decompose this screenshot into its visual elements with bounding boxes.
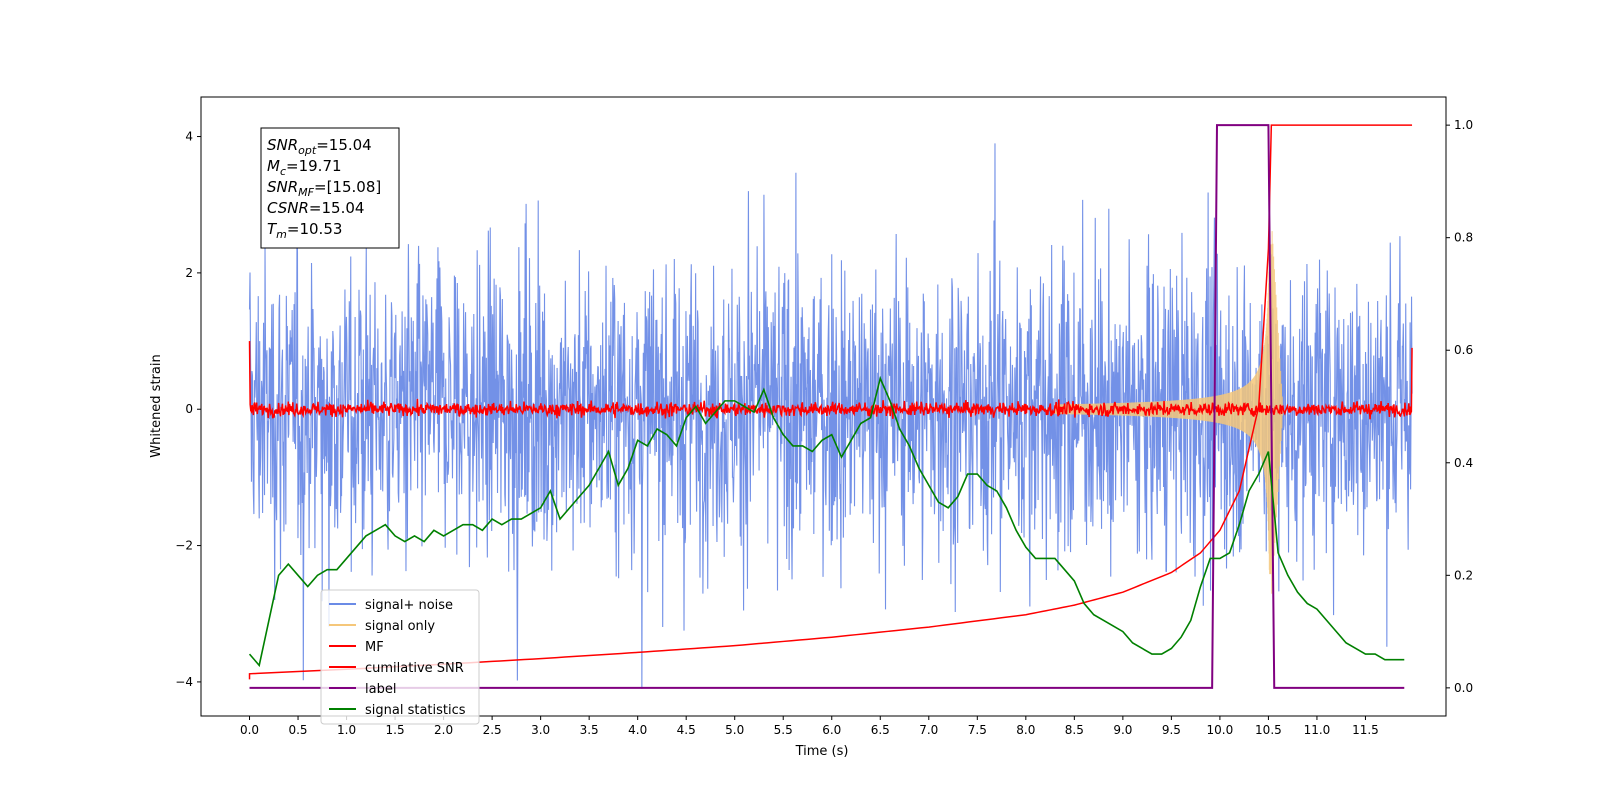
x-tick-label: 4.5: [677, 723, 696, 737]
annotation-line: SNRopt=15.04: [267, 136, 372, 157]
y-tick-label: −4: [175, 675, 193, 689]
x-tick-label: 9.0: [1113, 723, 1132, 737]
x-axis: 0.0 0.5 1.0 1.5 2.0 2.5 3.0 3.5 4.0 4.5 5.0 5.5 6.0 6…: [240, 716, 1379, 737]
legend-label: MF: [365, 640, 384, 655]
y-tick-label: 0: [185, 402, 193, 416]
y-axis-right: 1.0 0.8 0.6 0.4 0.2 0.0: [1446, 118, 1473, 695]
annotation-subscript: m: [276, 228, 287, 241]
annotation-value: =[15.08]: [314, 178, 381, 196]
x-tick-label: 6.0: [822, 723, 841, 737]
legend: signal+ noise signal only MF cumilative SNR…: [320, 589, 480, 725]
x-tick-label: 8.0: [1016, 723, 1035, 737]
annotation-symbol: SNR: [267, 136, 298, 154]
x-tick-label: 1.0: [337, 723, 356, 737]
x-tick-label: 7.0: [919, 723, 938, 737]
annotation-value: =19.71: [286, 157, 342, 175]
annotation-value: =15.04: [309, 199, 365, 217]
annotation-symbol: M: [267, 157, 280, 175]
series-layer: [248, 124, 1413, 689]
y2-tick-label: 0.2: [1454, 568, 1473, 582]
y-axis-label: Whitened strain: [149, 354, 164, 457]
x-tick-label: 2.0: [434, 723, 453, 737]
x-tick-label: 10.5: [1255, 723, 1282, 737]
series-mf: [248, 341, 1413, 420]
x-tick-label: 5.5: [774, 723, 793, 737]
x-tick-label: 7.5: [968, 723, 987, 737]
y-tick-label: 4: [185, 130, 193, 144]
x-tick-label: 10.0: [1207, 723, 1234, 737]
annotation-line: CSNR=15.04: [267, 199, 364, 217]
annotation-symbol: CSNR: [267, 199, 309, 217]
x-tick-label: 8.5: [1065, 723, 1084, 737]
x-axis-label: Time (s): [795, 744, 849, 759]
legend-label: signal only: [365, 619, 435, 634]
y2-tick-label: 1.0: [1454, 118, 1473, 132]
y2-tick-label: 0.6: [1454, 343, 1473, 357]
x-tick-label: 6.5: [871, 723, 890, 737]
x-tick-label: 5.0: [725, 723, 744, 737]
plot-frame: [200, 96, 1447, 717]
series-signal-statistics: [248, 375, 1405, 668]
x-tick-label: 4.0: [628, 723, 647, 737]
annotation-value: =15.04: [316, 136, 372, 154]
y2-tick-label: 0.4: [1454, 456, 1473, 470]
annotation-symbol: T: [267, 220, 278, 238]
series-label: [249, 124, 1405, 689]
annotation-line: Tm=10.53: [267, 220, 342, 241]
annotation-subscript: opt: [298, 144, 317, 157]
annotation-subscript: MF: [298, 186, 314, 199]
y-tick-label: −2: [175, 539, 193, 553]
y-axis-left: 4 2 0 −2 −4: [175, 130, 201, 689]
y2-tick-label: 0.0: [1454, 681, 1473, 695]
x-tick-label: 11.0: [1304, 723, 1331, 737]
annotation-subscript: c: [280, 165, 286, 178]
legend-label: cumilative SNR: [365, 661, 464, 676]
x-tick-label: 0.0: [240, 723, 259, 737]
annotation-line: SNRMF=[15.08]: [267, 178, 381, 199]
x-tick-label: 1.5: [386, 723, 405, 737]
annotation-frame: [260, 127, 400, 249]
x-tick-label: 3.5: [580, 723, 599, 737]
series-signal-noise: [248, 143, 1413, 689]
annotation-box: SNRopt=15.04Mc=19.71SNRMF=[15.08]CSNR=15…: [260, 127, 400, 249]
y2-tick-label: 0.8: [1454, 231, 1473, 245]
series-cumulative-snr: [248, 124, 1413, 680]
y-tick-label: 2: [185, 266, 193, 280]
x-tick-label: 2.5: [483, 723, 502, 737]
legend-label: label: [365, 682, 396, 697]
legend-label: signal statistics: [365, 703, 466, 718]
x-tick-label: 9.5: [1162, 723, 1181, 737]
legend-label: signal+ noise: [365, 598, 453, 613]
annotation-line: Mc=19.71: [267, 157, 342, 178]
legend-frame: [320, 589, 480, 725]
x-tick-label: 11.5: [1352, 723, 1379, 737]
x-tick-label: 0.5: [288, 723, 307, 737]
x-tick-label: 3.0: [531, 723, 550, 737]
annotation-value: =10.53: [287, 220, 343, 238]
annotation-symbol: SNR: [267, 178, 298, 196]
